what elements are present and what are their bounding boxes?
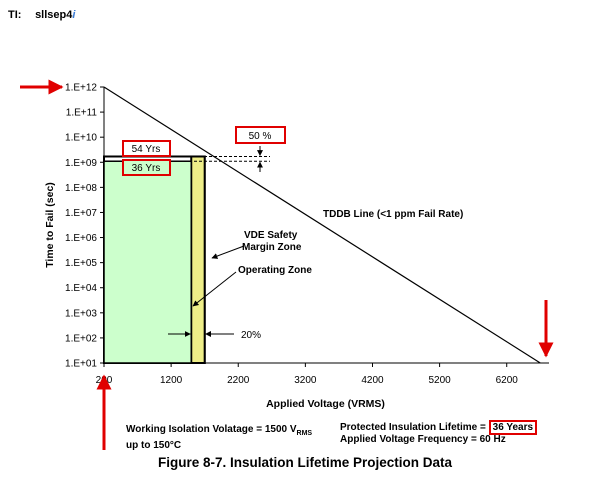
yrs54-box: [122, 140, 171, 157]
y-tick-label: 1.E+07: [65, 208, 97, 219]
working-voltage-sub: RMS: [296, 430, 313, 437]
pct20-label: 20%: [241, 330, 261, 341]
y-tick-label: 1.E+04: [65, 283, 97, 294]
pct50-box: [235, 126, 286, 144]
x-tick-label: 2200: [227, 375, 250, 386]
x-axis-label: Applied Voltage (VRMS): [266, 398, 385, 410]
vde-pointer: [211, 245, 245, 259]
protected-lifetime-note: Protected Insulation Lifetime = 36 Years…: [340, 420, 538, 446]
y-tick-label: 1.E+01: [65, 359, 97, 370]
operating-label: Operating Zone: [238, 265, 312, 276]
tddb-line: [103, 86, 541, 364]
y-tick-label: 1.E+12: [65, 83, 97, 94]
yrs36-box: [122, 159, 171, 176]
operating-zone: [103, 160, 193, 364]
y-tick-label: 1.E+10: [65, 133, 97, 144]
page-header: TI: sllsep4i: [8, 9, 75, 21]
x-tick-label: 4200: [361, 375, 384, 386]
frequency-text: Applied Voltage Frequency = 60 Hz: [340, 434, 506, 445]
yrs36-label: 36 Yrs: [132, 163, 161, 174]
operating-pointer: [192, 271, 237, 307]
tddb-label: TDDB Line (<1 ppm Fail Rate): [323, 209, 463, 220]
y-tick-label: 1.E+03: [65, 308, 97, 319]
y-tick-label: 1.E+08: [65, 183, 97, 194]
doc-id-suffix: i: [72, 9, 76, 21]
y-tick-label: 1.E+06: [65, 233, 97, 244]
protected-lifetime-label: Protected Insulation Lifetime =: [340, 422, 489, 433]
y-tick-label: 1.E+02: [65, 333, 97, 344]
figure-caption: Figure 8-7. Insulation Lifetime Projecti…: [157, 455, 453, 470]
y-tick-label: 1.E+09: [65, 158, 97, 169]
ti-label: TI:: [8, 9, 22, 21]
working-voltage-note: Working Isolation Volatage = 1500 VRMS u…: [126, 424, 312, 452]
vde-safety-margin-zone: [190, 155, 206, 364]
vde-label-line1: VDE Safety: [244, 230, 298, 241]
working-temp-text: up to 150°C: [126, 440, 182, 451]
x-tick-label: 6200: [496, 375, 519, 386]
pct50-label: 50 %: [249, 131, 272, 142]
x-tick-label: 3200: [294, 375, 317, 386]
vde-label-line2: Margin Zone: [242, 242, 302, 253]
y-tick-label: 1.E+05: [65, 258, 97, 269]
working-voltage-text: Working Isolation Volatage = 1500 V: [126, 424, 297, 435]
y-axis-label: Time to Fail (sec): [44, 182, 56, 268]
x-tick-label: 1200: [160, 375, 183, 386]
yrs54-label: 54 Yrs: [132, 144, 161, 155]
protected-lifetime-value: 36 Years: [488, 420, 538, 435]
x-tick-label: 5200: [428, 375, 451, 386]
y-tick-label: 1.E+11: [66, 108, 98, 119]
doc-id: sllsep4: [35, 9, 73, 21]
